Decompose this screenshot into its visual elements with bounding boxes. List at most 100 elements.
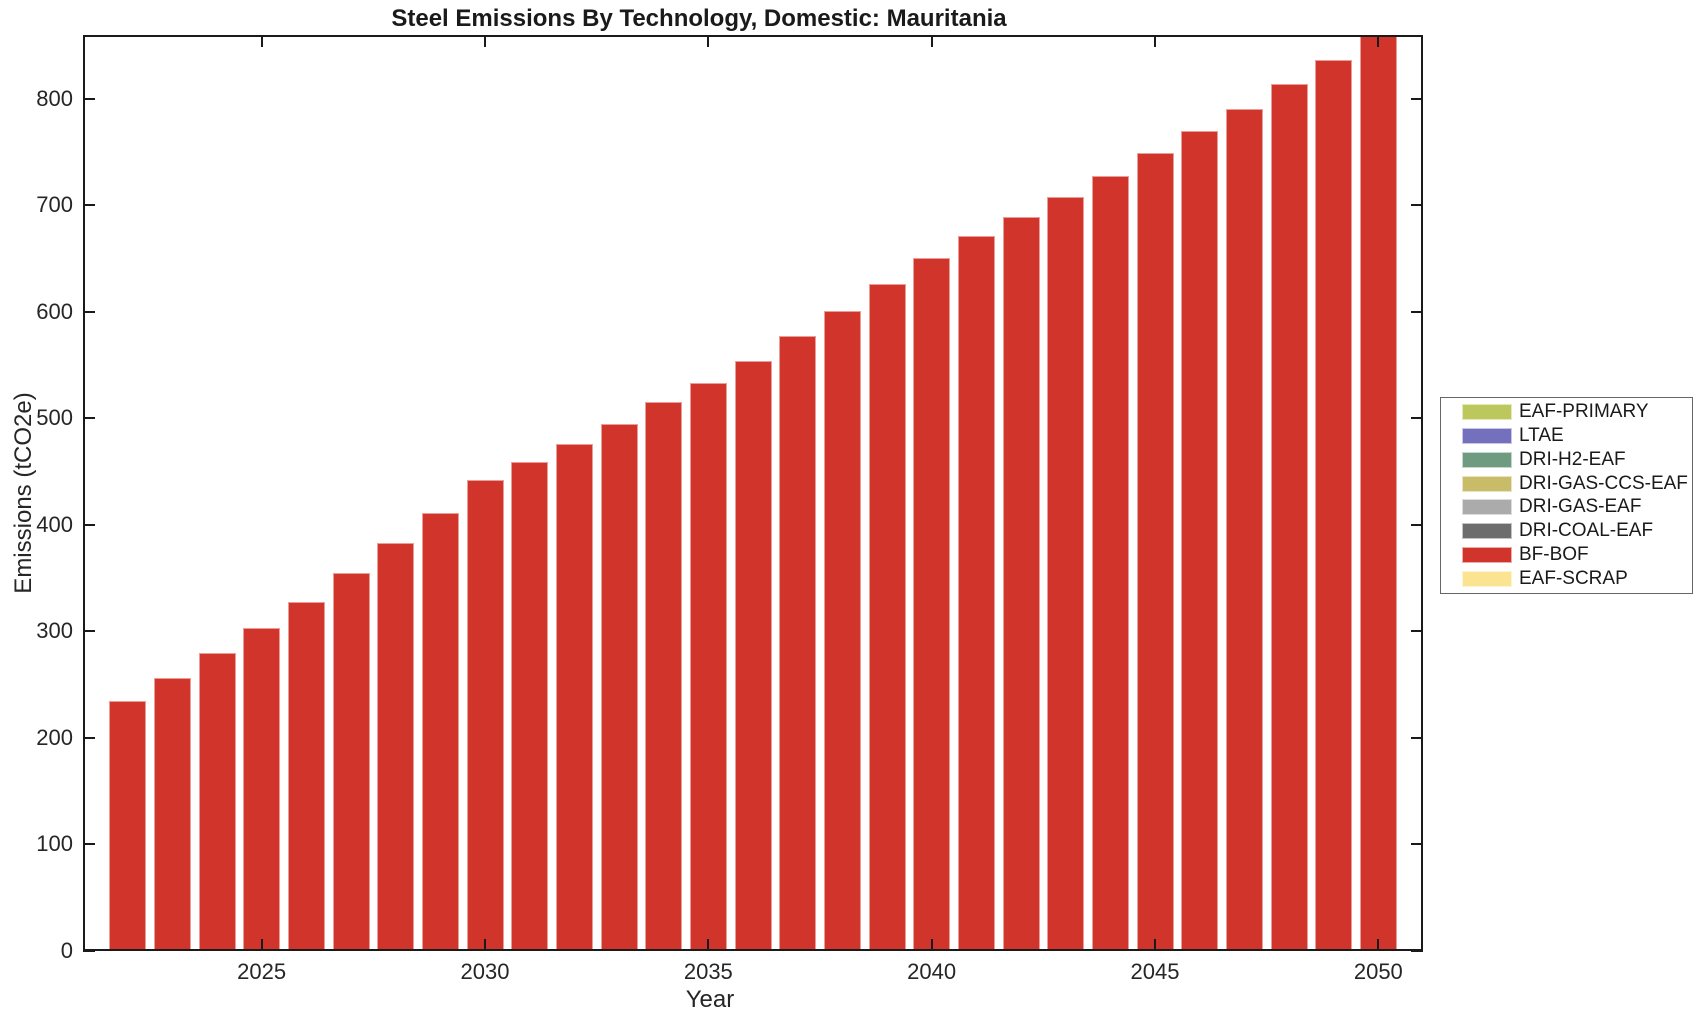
legend-label-LTAE: LTAE — [1519, 424, 1564, 446]
x-tick-mark-bottom — [930, 939, 933, 951]
bar-BF-BOF-2024 — [198, 652, 236, 951]
bar-BF-BOF-2050 — [1359, 36, 1397, 951]
bar-BF-BOF-2048 — [1270, 84, 1308, 951]
y-tick-mark-left — [83, 843, 95, 846]
bar-BF-BOF-2022 — [109, 700, 147, 951]
legend-item-BF-BOF: BF-BOF — [1462, 544, 1692, 566]
x-axis-label: Year — [685, 986, 735, 1013]
y-tick-label-600: 600 — [36, 298, 73, 324]
legend-label-DRI-GAS-EAF: DRI-GAS-EAF — [1519, 496, 1642, 518]
y-tick-label-400: 400 — [36, 511, 73, 537]
x-tick-mark-bottom — [260, 939, 263, 951]
x-tick-mark-top — [1154, 35, 1156, 47]
y-tick-label-500: 500 — [36, 405, 73, 431]
y-tick-mark-right — [1411, 523, 1423, 526]
bar-BF-BOF-2031 — [511, 462, 549, 951]
y-tick-mark-right — [1411, 204, 1423, 207]
y-tick-mark-left — [83, 736, 95, 739]
bar-BF-BOF-2045 — [1136, 153, 1174, 951]
legend-item-EAF-PRIMARY: EAF-PRIMARY — [1462, 401, 1692, 423]
y-tick-label-700: 700 — [36, 192, 73, 218]
bar-BF-BOF-2049 — [1315, 59, 1353, 951]
plot-area — [83, 35, 1423, 952]
legend-swatch-DRI-COAL-EAF — [1462, 523, 1512, 540]
legend-item-DRI-H2-EAF: DRI-H2-EAF — [1462, 449, 1692, 471]
y-tick-mark-left — [83, 310, 95, 313]
x-tick-mark-top — [1377, 35, 1380, 47]
x-tick-label-2025: 2025 — [237, 959, 287, 984]
x-tick-mark-bottom — [1377, 939, 1380, 951]
bar-BF-BOF-2046 — [1181, 130, 1219, 951]
bar-BF-BOF-2042 — [1002, 217, 1040, 951]
bar-BF-BOF-2027 — [332, 572, 370, 951]
legend-swatch-LTAE — [1462, 427, 1512, 444]
bar-BF-BOF-2043 — [1047, 196, 1085, 951]
legend-item-DRI-GAS-CCS-EAF: DRI-GAS-CCS-EAF — [1462, 473, 1692, 495]
legend-label-EAF-SCRAP: EAF-SCRAP — [1519, 568, 1628, 590]
x-tick-label-2045: 2045 — [1130, 959, 1180, 984]
x-tick-mark-top — [484, 35, 486, 47]
bar-BF-BOF-2029 — [421, 513, 459, 951]
legend-item-DRI-COAL-EAF: DRI-COAL-EAF — [1462, 520, 1692, 542]
y-tick-mark-right — [1411, 97, 1423, 100]
bar-BF-BOF-2028 — [377, 543, 415, 951]
bar-BF-BOF-2026 — [287, 601, 325, 951]
bar-BF-BOF-2038 — [823, 310, 861, 951]
x-tick-mark-bottom — [484, 939, 486, 951]
y-tick-mark-left — [83, 97, 95, 100]
y-tick-mark-right — [1411, 843, 1423, 846]
legend-swatch-DRI-GAS-EAF — [1462, 499, 1512, 516]
y-tick-label-300: 300 — [36, 618, 73, 644]
x-tick-label-2050: 2050 — [1353, 959, 1403, 984]
legend-swatch-EAF-PRIMARY — [1462, 403, 1512, 420]
x-tick-mark-bottom — [1154, 939, 1156, 951]
y-tick-mark-left — [83, 630, 95, 633]
y-tick-mark-left — [83, 417, 95, 420]
bar-BF-BOF-2033 — [600, 423, 638, 951]
x-tick-mark-top — [707, 35, 710, 47]
y-tick-mark-left — [83, 523, 95, 526]
bar-BF-BOF-2030 — [466, 480, 504, 951]
y-tick-label-800: 800 — [36, 85, 73, 111]
y-tick-mark-right — [1411, 630, 1423, 633]
x-tick-label-2040: 2040 — [907, 959, 957, 984]
bar-BF-BOF-2044 — [1091, 175, 1129, 951]
legend-label-EAF-PRIMARY: EAF-PRIMARY — [1519, 400, 1649, 422]
legend-label-BF-BOF: BF-BOF — [1519, 544, 1589, 566]
bar-BF-BOF-2032 — [555, 444, 593, 951]
bar-BF-BOF-2047 — [1225, 108, 1263, 951]
legend-item-DRI-GAS-EAF: DRI-GAS-EAF — [1462, 496, 1692, 518]
y-tick-mark-left — [83, 204, 95, 207]
x-tick-mark-top — [930, 35, 933, 47]
chart-title: Steel Emissions By Technology, Domestic:… — [391, 5, 1007, 32]
y-tick-mark-right — [1411, 310, 1423, 313]
legend: EAF-PRIMARY LTAE DRI-H2-EAF DRI-GAS-CCS-EAF… — [1440, 397, 1693, 594]
x-tick-mark-bottom — [707, 939, 710, 951]
bar-BF-BOF-2039 — [868, 284, 906, 951]
legend-swatch-BF-BOF — [1462, 547, 1512, 564]
legend-swatch-DRI-GAS-CCS-EAF — [1462, 475, 1512, 492]
y-tick-mark-right — [1411, 736, 1423, 739]
legend-label-DRI-GAS-CCS-EAF: DRI-GAS-CCS-EAF — [1519, 472, 1688, 494]
bar-BF-BOF-2040 — [913, 257, 951, 951]
y-tick-mark-right — [1411, 417, 1423, 420]
y-tick-label-100: 100 — [36, 831, 73, 857]
x-tick-label-2035: 2035 — [683, 959, 733, 984]
x-tick-mark-top — [260, 35, 263, 47]
legend-label-DRI-COAL-EAF: DRI-COAL-EAF — [1519, 520, 1654, 542]
bar-BF-BOF-2025 — [243, 628, 281, 951]
legend-swatch-EAF-SCRAP — [1462, 571, 1512, 588]
legend-item-LTAE: LTAE — [1462, 425, 1692, 447]
bar-BF-BOF-2034 — [645, 402, 683, 951]
bar-BF-BOF-2035 — [689, 383, 727, 951]
bar-BF-BOF-2041 — [957, 236, 995, 951]
bar-BF-BOF-2036 — [734, 360, 772, 951]
bar-BF-BOF-2023 — [153, 678, 191, 951]
bar-BF-BOF-2037 — [779, 336, 817, 951]
legend-item-EAF-SCRAP: EAF-SCRAP — [1462, 568, 1692, 590]
y-tick-mark-left — [83, 950, 95, 952]
y-tick-label-0: 0 — [60, 938, 73, 963]
legend-swatch-DRI-H2-EAF — [1462, 451, 1512, 468]
y-tick-label-200: 200 — [36, 724, 73, 750]
